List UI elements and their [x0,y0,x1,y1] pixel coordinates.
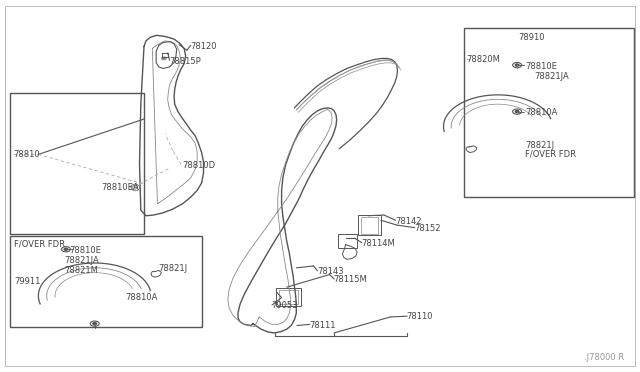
Text: 78815P: 78815P [170,57,202,66]
Text: 78821JA: 78821JA [64,256,99,265]
Bar [10,236,202,327]
Text: 79911: 79911 [14,277,40,286]
Bar [276,288,301,306]
Text: 78143: 78143 [317,267,344,276]
Text: 78810EA: 78810EA [101,183,139,192]
Text: 78810E: 78810E [69,246,101,255]
Text: F/OVER FDR: F/OVER FDR [525,149,576,158]
Bar [10,93,144,234]
Circle shape [515,64,519,66]
Text: 78820M: 78820M [466,55,500,64]
Text: 78111: 78111 [309,321,335,330]
Circle shape [515,110,519,113]
Text: 78821JA: 78821JA [534,72,569,81]
Bar [279,290,298,304]
Text: 78142: 78142 [395,217,421,226]
Text: 78821J: 78821J [525,141,554,150]
Text: 78115M: 78115M [333,275,367,284]
Text: 78152: 78152 [415,224,441,233]
Bar [361,217,378,234]
Bar [358,215,381,235]
Circle shape [93,323,97,325]
Bar [338,234,357,248]
Text: 78821M: 78821M [64,266,98,275]
Text: .J78000 R: .J78000 R [584,353,624,362]
Text: 78114M: 78114M [362,239,396,248]
Text: 78910: 78910 [518,33,545,42]
Text: 78110: 78110 [406,312,433,321]
Text: 78120: 78120 [191,42,217,51]
Circle shape [163,58,165,59]
Text: 78810: 78810 [13,150,40,159]
Text: 78810E: 78810E [525,62,557,71]
Text: 78810D: 78810D [182,161,216,170]
Text: 79053: 79053 [271,301,298,310]
Text: 78810A: 78810A [525,108,557,117]
Text: 78810A: 78810A [125,293,157,302]
Bar [464,28,634,197]
Circle shape [64,248,68,250]
Text: F/OVER FDR: F/OVER FDR [14,239,65,248]
Text: 78821J: 78821J [159,264,188,273]
